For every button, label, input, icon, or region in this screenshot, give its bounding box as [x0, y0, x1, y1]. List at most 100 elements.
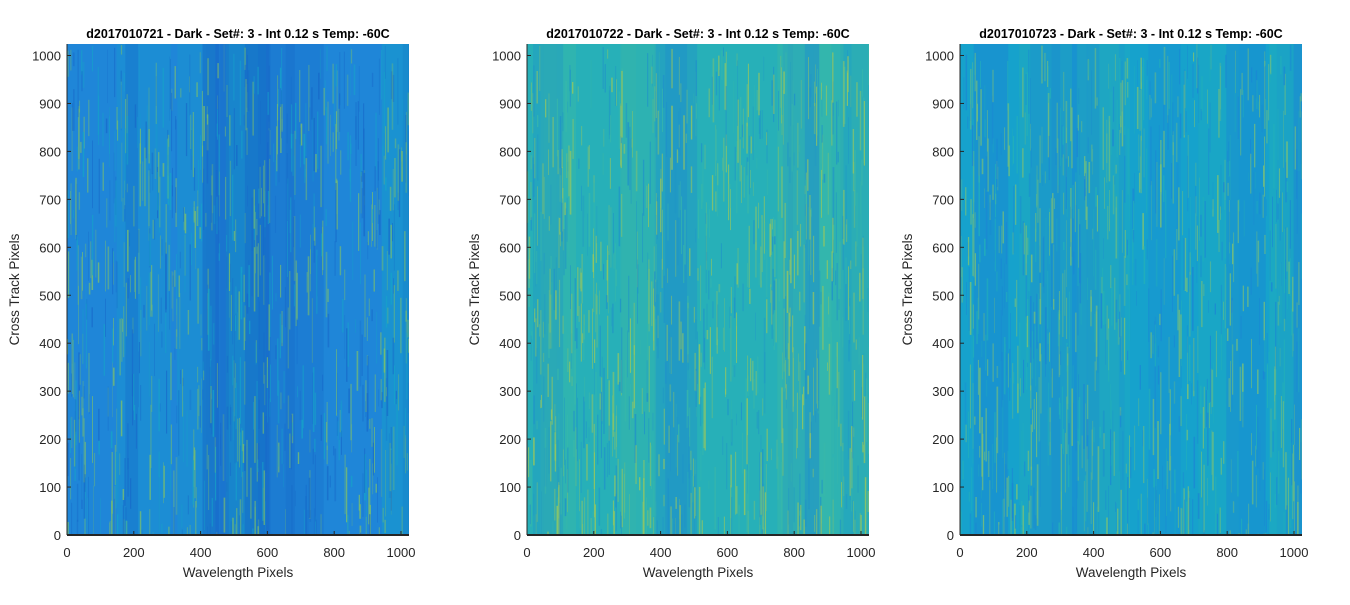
heatmap-streak [613, 213, 614, 255]
heatmap-streak [1262, 194, 1264, 218]
heatmap-streak [1024, 461, 1026, 477]
heatmap-streak [1021, 430, 1023, 476]
heatmap-streak [760, 452, 762, 515]
heatmap-streak [113, 250, 114, 263]
heatmap-streak [537, 115, 539, 128]
heatmap-streak [1049, 332, 1050, 362]
heatmap-streak [1072, 506, 1074, 535]
heatmap-streak [283, 371, 285, 404]
heatmap-streak [629, 494, 630, 535]
heatmap-streak [976, 80, 978, 140]
heatmap-streak [835, 192, 837, 253]
heatmap-streak [371, 309, 373, 322]
heatmap-streak [124, 331, 126, 355]
heatmap-streak [653, 246, 655, 293]
heatmap-streak [223, 44, 225, 92]
heatmap-streak [799, 223, 802, 247]
heatmap-streak [759, 110, 761, 139]
heatmap-streak [550, 255, 552, 269]
heatmap-streak [269, 398, 271, 417]
heatmap-streak [557, 368, 559, 380]
heatmap-streak [1213, 362, 1215, 424]
heatmap-streak [1230, 459, 1232, 493]
heatmap-streak [812, 292, 815, 325]
heatmap-streak [967, 411, 970, 458]
heatmap-streak [542, 321, 544, 338]
heatmap-streak [1014, 298, 1016, 307]
heatmap-streak [201, 90, 203, 157]
heatmap-streak [856, 192, 858, 247]
heatmap-streak [378, 527, 380, 535]
heatmap-streak [267, 367, 268, 423]
heatmap-streak [631, 401, 634, 419]
heatmap-streak [254, 500, 256, 535]
heatmap-streak [1190, 196, 1192, 257]
heatmap-streak [561, 149, 564, 168]
heatmap-streak [313, 193, 315, 229]
heatmap-streak [1150, 126, 1152, 186]
heatmap-streak [92, 396, 93, 463]
heatmap-streak [1270, 408, 1272, 458]
heatmap-streak [1169, 389, 1171, 436]
heatmap-streak [838, 299, 840, 310]
heatmap-streak [263, 165, 265, 204]
heatmap-streak [1259, 192, 1261, 215]
heatmap-streak [583, 497, 586, 535]
heatmap-streak [107, 387, 109, 417]
heatmap-streak [849, 264, 851, 286]
heatmap-streak [117, 450, 119, 504]
heatmap-streak [592, 308, 593, 369]
heatmap-streak [82, 62, 85, 88]
heatmap-streak [159, 403, 161, 412]
heatmap-streak [963, 77, 965, 110]
heatmap-streak [607, 513, 609, 535]
heatmap-streak [167, 175, 170, 205]
heatmap-streak [1241, 518, 1243, 535]
heatmap-streak [312, 117, 314, 182]
heatmap-streak [815, 64, 816, 94]
heatmap-streak [157, 171, 159, 211]
heatmap-streak [1292, 290, 1294, 357]
x-tick-label: 200 [123, 545, 145, 560]
heatmap-streak [726, 443, 728, 490]
heatmap-streak [155, 110, 157, 150]
heatmap-streak [799, 515, 801, 527]
heatmap-streak [1172, 131, 1174, 156]
heatmap-streak [700, 265, 702, 321]
y-tick-label: 600 [499, 240, 521, 255]
heatmap-streak [144, 147, 146, 207]
heatmap-streak [1140, 493, 1142, 535]
heatmap-streak [1134, 258, 1137, 286]
heatmap-streak [131, 329, 134, 397]
heatmap-streak [1269, 72, 1271, 83]
heatmap-streak [678, 184, 680, 218]
heatmap-streak [815, 411, 817, 423]
heatmap-streak [1070, 188, 1072, 243]
heatmap-streak [853, 162, 855, 192]
heatmap-streak [274, 195, 277, 233]
heatmap-streak [333, 69, 336, 127]
heatmap-streak [704, 144, 706, 170]
heatmap-streak [786, 349, 788, 409]
heatmap-streak [662, 75, 665, 108]
heatmap-streak [312, 448, 314, 465]
heatmap-streak [836, 342, 838, 389]
heatmap-streak [981, 503, 982, 527]
heatmap-streak [770, 224, 772, 287]
heatmap-streak [831, 331, 832, 373]
heatmap-streak [759, 452, 761, 518]
heatmap-streak [629, 383, 632, 430]
heatmap-streak [277, 338, 279, 396]
heatmap-streak [841, 317, 844, 348]
heatmap-streak [172, 272, 174, 322]
heatmap-streak [97, 66, 100, 135]
heatmap-streak [325, 209, 327, 226]
heatmap-streak [125, 520, 127, 535]
heatmap-streak [572, 82, 574, 94]
heatmap-streak [692, 476, 694, 503]
heatmap-streak [1182, 191, 1184, 236]
x-tick-label: 200 [1016, 545, 1038, 560]
heatmap-streak [163, 264, 165, 303]
heatmap-streak [736, 486, 738, 514]
heatmap-streak [761, 215, 763, 273]
